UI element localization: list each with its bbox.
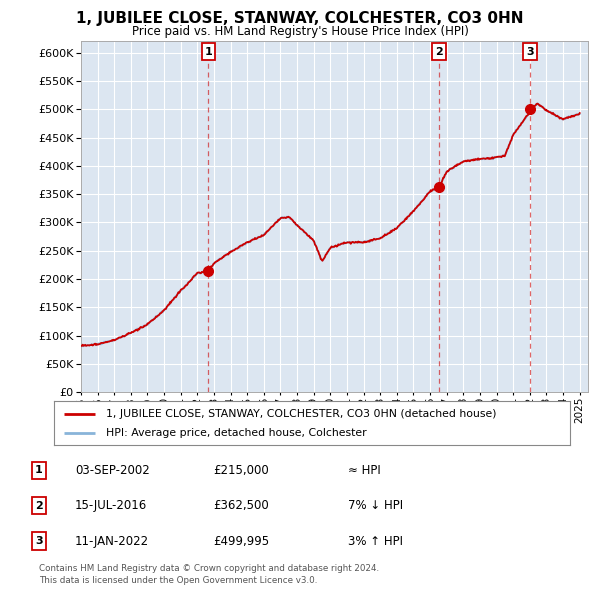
Text: ≈ HPI: ≈ HPI — [348, 464, 381, 477]
Text: 03-SEP-2002: 03-SEP-2002 — [75, 464, 150, 477]
Text: 3: 3 — [35, 536, 43, 546]
Text: 1, JUBILEE CLOSE, STANWAY, COLCHESTER, CO3 0HN: 1, JUBILEE CLOSE, STANWAY, COLCHESTER, C… — [76, 11, 524, 25]
Text: £499,995: £499,995 — [213, 535, 269, 548]
Text: HPI: Average price, detached house, Colchester: HPI: Average price, detached house, Colc… — [106, 428, 366, 438]
Text: 3% ↑ HPI: 3% ↑ HPI — [348, 535, 403, 548]
Text: £362,500: £362,500 — [213, 499, 269, 512]
Text: 1, JUBILEE CLOSE, STANWAY, COLCHESTER, CO3 0HN (detached house): 1, JUBILEE CLOSE, STANWAY, COLCHESTER, C… — [106, 409, 496, 418]
Text: 2: 2 — [35, 501, 43, 510]
Text: £215,000: £215,000 — [213, 464, 269, 477]
Text: 1: 1 — [205, 47, 212, 57]
Text: Price paid vs. HM Land Registry's House Price Index (HPI): Price paid vs. HM Land Registry's House … — [131, 25, 469, 38]
Text: 7% ↓ HPI: 7% ↓ HPI — [348, 499, 403, 512]
Text: 2: 2 — [435, 47, 443, 57]
Text: 11-JAN-2022: 11-JAN-2022 — [75, 535, 149, 548]
Text: 1: 1 — [35, 466, 43, 475]
Text: Contains HM Land Registry data © Crown copyright and database right 2024.
This d: Contains HM Land Registry data © Crown c… — [39, 565, 379, 585]
Text: 3: 3 — [527, 47, 534, 57]
Text: 15-JUL-2016: 15-JUL-2016 — [75, 499, 147, 512]
